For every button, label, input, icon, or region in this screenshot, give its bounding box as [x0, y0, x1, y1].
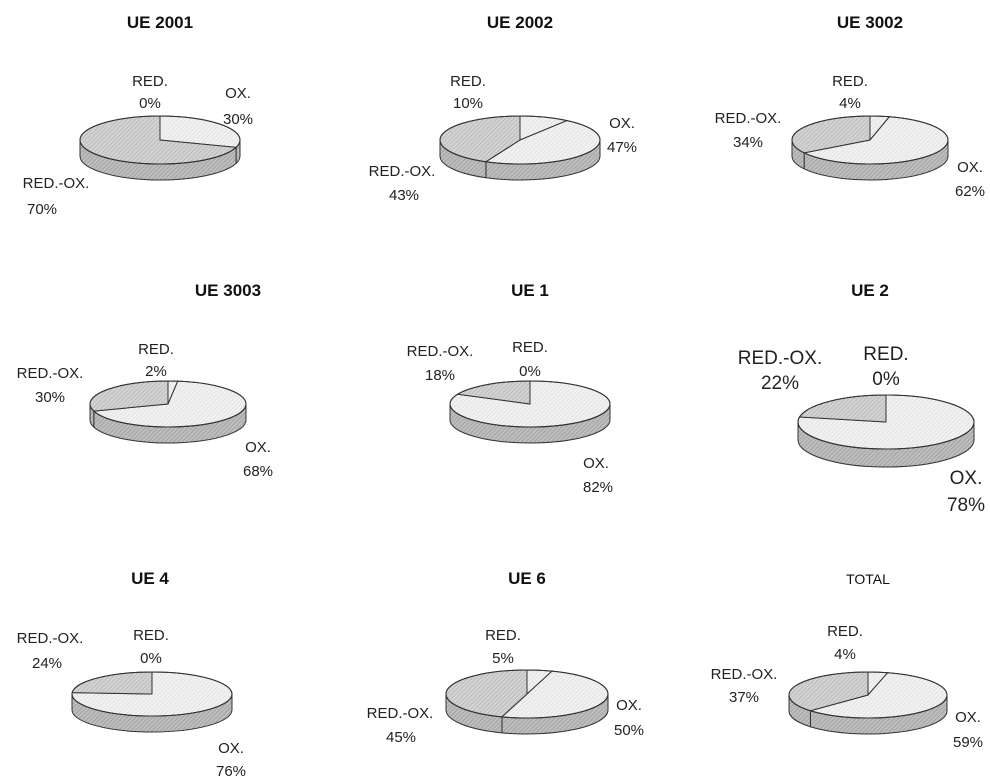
chart-title: UE 3002	[837, 13, 903, 32]
pie-chart-4: UE 3003 RED. 2% OX. 68% RED.-OX. 30%	[17, 281, 273, 480]
value-red: 0%	[519, 363, 541, 380]
label-ox: OX.	[609, 115, 635, 132]
label-red: RED.	[450, 73, 486, 90]
label-red: RED.	[138, 341, 174, 358]
chart-title: UE 2002	[487, 13, 553, 32]
label-red-ox: RED.-OX.	[711, 666, 778, 683]
label-red-ox: RED.-OX.	[367, 705, 434, 722]
value-red: 4%	[839, 95, 861, 112]
pie-rim	[791, 115, 949, 165]
pie-chart-2: UE 2002 RED. 10% OX. 47% RED.-OX. 43%	[369, 13, 637, 204]
pie-rim	[439, 115, 601, 165]
value-red: 5%	[492, 650, 514, 667]
label-ox: OX.	[245, 439, 271, 456]
pie-rim	[89, 380, 247, 428]
label-red-ox: RED.-OX.	[369, 163, 436, 180]
label-red-ox: RED.-OX.	[23, 175, 90, 192]
pie-chart-1: UE 2001 RED. 0% OX. 30% RED.-OX. 70%	[23, 13, 253, 218]
value-ox: 30%	[223, 111, 253, 128]
pie-rim	[797, 394, 975, 450]
label-red: RED.	[863, 344, 908, 365]
chart-title: TOTAL	[846, 571, 890, 587]
chart-title: UE 1	[511, 281, 549, 300]
chart-title: UE 2001	[127, 13, 193, 32]
pie-rim	[449, 380, 611, 428]
pie-chart-9: TOTAL RED. 4% OX. 59% RED.-OX. 37%	[711, 571, 983, 751]
pie-chart-7: UE 4 RED. 0% OX. 76% RED.-OX. 24%	[17, 569, 246, 780]
label-red: RED.	[485, 627, 521, 644]
label-red: RED.	[133, 627, 169, 644]
value-red: 0%	[140, 650, 162, 667]
label-ox: OX.	[955, 709, 981, 726]
value-red-ox: 30%	[35, 389, 65, 406]
label-red-ox: RED.-OX.	[17, 365, 84, 382]
pie-rim	[71, 671, 233, 717]
chart-title: UE 6	[508, 569, 546, 588]
label-red-ox: RED.-OX.	[407, 343, 474, 360]
value-red-ox: 70%	[27, 201, 57, 218]
label-ox: OX.	[225, 85, 251, 102]
value-ox: 78%	[947, 495, 985, 516]
pie-slice-red-ox	[798, 394, 887, 423]
value-ox: 62%	[955, 183, 985, 200]
label-ox: OX.	[616, 697, 642, 714]
label-ox: OX.	[957, 159, 983, 176]
value-red: 10%	[453, 95, 483, 112]
label-ox: OX.	[583, 455, 609, 472]
label-red: RED.	[132, 73, 168, 90]
value-red: 0%	[139, 95, 161, 112]
label-red: RED.	[827, 623, 863, 640]
value-ox: 76%	[216, 763, 246, 780]
value-red: 0%	[872, 369, 900, 390]
value-red-ox: 34%	[733, 134, 763, 151]
label-ox: OX.	[218, 740, 244, 757]
label-red-ox: RED.-OX.	[738, 348, 822, 369]
pie-chart-6: UE 2 RED. 0% OX. 78% RED.-OX. 22%	[738, 281, 985, 516]
value-red-ox: 43%	[389, 187, 419, 204]
pie-chart-5: UE 1 RED. 0% OX. 82% RED.-OX. 18%	[407, 281, 613, 496]
value-ox: 47%	[607, 139, 637, 156]
value-ox: 59%	[953, 734, 983, 751]
value-red-ox: 37%	[729, 689, 759, 706]
value-red-ox: 24%	[32, 655, 62, 672]
value-ox: 50%	[614, 722, 644, 739]
value-red: 4%	[834, 646, 856, 663]
label-ox: OX.	[950, 468, 983, 489]
value-red-ox: 22%	[761, 373, 799, 394]
value-red-ox: 45%	[386, 729, 416, 746]
chart-title: UE 2	[851, 281, 889, 300]
pie-rim	[788, 671, 948, 719]
pie-chart-3: UE 3002 RED. 4% OX. 62% RED.-OX. 34%	[715, 13, 985, 200]
label-red-ox: RED.-OX.	[715, 110, 782, 127]
label-red-ox: RED.-OX.	[17, 630, 84, 647]
value-red: 2%	[145, 363, 167, 380]
pie-chart-8: UE 6 RED. 5% OX. 50% RED.-OX. 45%	[367, 569, 644, 746]
chart-title: UE 3003	[195, 281, 261, 300]
label-red: RED.	[832, 73, 868, 90]
value-ox: 68%	[243, 463, 273, 480]
value-ox: 82%	[583, 479, 613, 496]
pie-rim	[79, 115, 241, 165]
pie-rim	[445, 669, 609, 719]
label-red: RED.	[512, 339, 548, 356]
value-red-ox: 18%	[425, 367, 455, 384]
chart-title: UE 4	[131, 569, 169, 588]
